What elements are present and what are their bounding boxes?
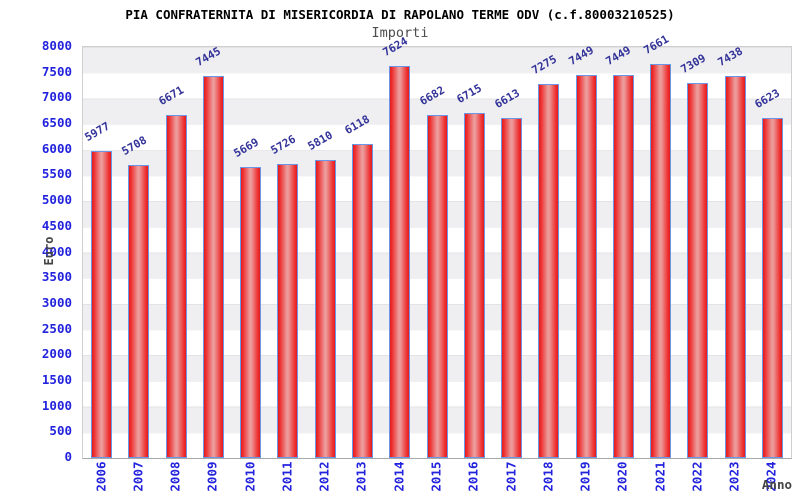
bar-value-label: 7449 <box>566 43 596 69</box>
bar-2023 <box>724 75 746 458</box>
bar-2018 <box>538 84 560 458</box>
x-tick-label-2022: 2022 <box>689 461 705 492</box>
bar-2011 <box>277 163 299 458</box>
x-tick-label-2006: 2006 <box>93 461 109 492</box>
bar-value-label: 5708 <box>119 133 149 158</box>
chart-title: PIA CONFRATERNITA DI MISERICORDIA DI RAP… <box>125 7 675 22</box>
bar-2014 <box>389 66 411 458</box>
x-tick-label-2007: 2007 <box>130 461 146 492</box>
bar-value-label: 6613 <box>492 86 522 112</box>
y-tick-label: 8000 <box>41 38 72 53</box>
y-tick-label: 0 <box>64 449 72 464</box>
bar-2015 <box>426 114 448 458</box>
x-tick-label-2015: 2015 <box>428 461 444 492</box>
y-tick-label: 7500 <box>41 63 72 79</box>
y-tick-label: 4000 <box>41 243 72 259</box>
x-tick-label-2020: 2020 <box>614 461 630 492</box>
x-tick-label-2016: 2016 <box>465 461 481 492</box>
bar-value-label: 5977 <box>82 119 112 144</box>
bar-value-label: 6118 <box>342 112 373 137</box>
bar-2020 <box>612 75 634 458</box>
y-tick-label: 3500 <box>41 269 72 285</box>
bar-2019 <box>575 75 597 458</box>
x-tick-label-2010: 2010 <box>242 461 258 492</box>
y-tick-label: 5500 <box>41 166 72 182</box>
y-tick-label: 6000 <box>41 140 72 156</box>
bar-value-label: 6671 <box>156 83 187 109</box>
bar-2010 <box>240 166 262 458</box>
bar-2007 <box>128 164 150 458</box>
bar-2021 <box>650 64 672 458</box>
y-tick-label: 2000 <box>41 346 72 362</box>
bar-2008 <box>165 115 187 458</box>
x-tick-label-2008: 2008 <box>167 461 183 492</box>
bar-2017 <box>501 118 523 458</box>
bar-value-label: 6623 <box>752 86 783 111</box>
y-tick-label: 1500 <box>41 371 72 387</box>
x-tick-label-2017: 2017 <box>503 461 519 492</box>
bar-2013 <box>351 143 373 458</box>
bar-2024 <box>761 117 783 458</box>
x-tick-label-2014: 2014 <box>391 461 407 492</box>
y-tick-label: 4500 <box>41 217 72 233</box>
bar-value-label: 7275 <box>529 52 559 78</box>
y-tick-label: 7000 <box>41 89 72 105</box>
bar-2009 <box>202 75 224 458</box>
y-tick-label: 1000 <box>41 397 72 413</box>
bar-2022 <box>687 82 709 458</box>
bar-value-label: 5810 <box>305 127 336 153</box>
bar-2012 <box>314 159 336 458</box>
bar-value-label: 5669 <box>231 135 261 160</box>
bar-value-label: 6682 <box>417 83 447 108</box>
x-tick-label-2011: 2011 <box>279 461 295 492</box>
x-tick-label-2019: 2019 <box>577 461 593 492</box>
bar-2016 <box>463 113 485 458</box>
plot-area: 5977 5708 6671 7445 5669 5726 5810 6118 7624 6682… <box>82 33 792 459</box>
bar-value-label: 7438 <box>715 44 746 69</box>
chart-subtitle: Importi <box>371 25 429 41</box>
x-tick-label-2018: 2018 <box>540 461 556 492</box>
y-tick-label: 2500 <box>41 320 72 336</box>
x-tick-label-2013: 2013 <box>353 461 369 492</box>
y-axis-title: Euro <box>42 236 56 266</box>
y-tick-label: 6500 <box>41 115 72 131</box>
x-axis-title: Anno <box>761 477 792 492</box>
x-tick-label-2021: 2021 <box>652 461 668 492</box>
bar-value-label: 7445 <box>193 43 224 69</box>
y-tick-label: 3000 <box>41 294 72 310</box>
bar-value-label: 5726 <box>268 132 298 157</box>
x-tick-label-2012: 2012 <box>316 461 332 492</box>
y-tick-label: 500 <box>49 423 72 439</box>
x-tick-label-2009: 2009 <box>204 461 220 492</box>
bar-value-label: 6715 <box>454 81 485 107</box>
bar-2006 <box>91 150 113 458</box>
bar-value-label: 7449 <box>603 43 634 69</box>
x-tick-label-2023: 2023 <box>726 461 742 492</box>
bar-value-label: 7309 <box>678 50 708 76</box>
y-tick-label: 5000 <box>41 192 72 208</box>
